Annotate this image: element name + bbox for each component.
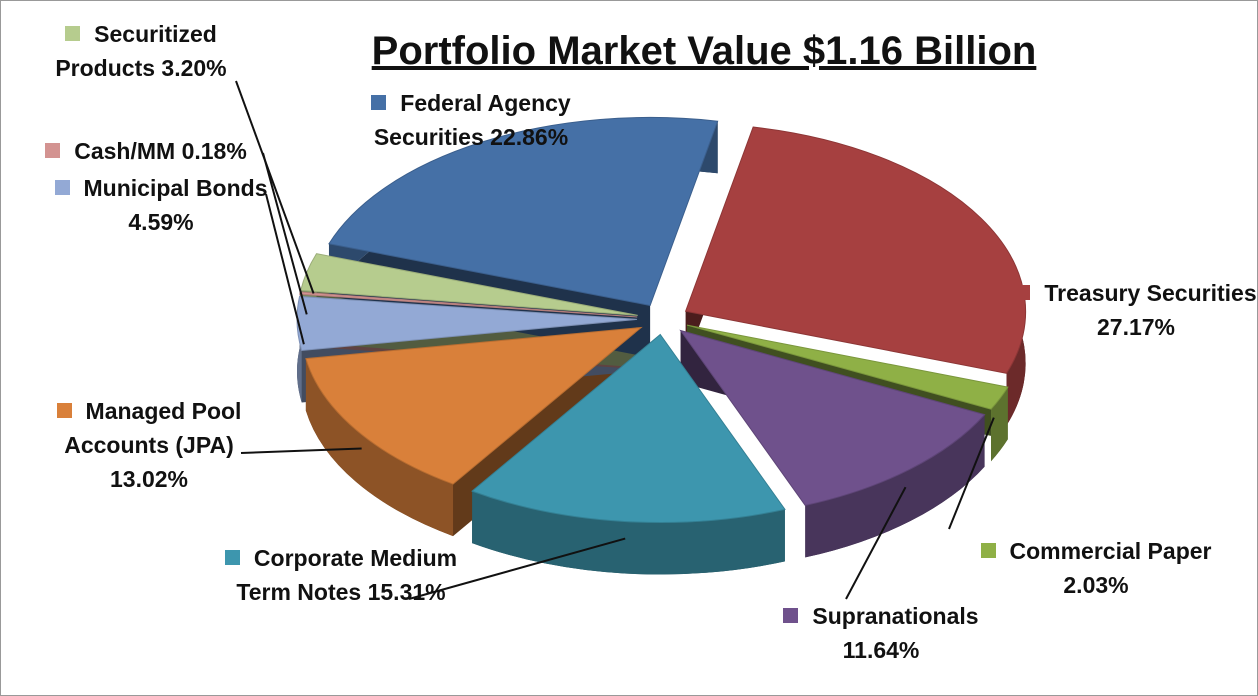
data-label: Supranationals 11.64%	[761, 599, 1001, 667]
leader-line	[948, 417, 995, 530]
category-label: Cash/MM	[74, 138, 176, 164]
category-label: Corporate Medium Term Notes	[236, 545, 458, 605]
slice	[305, 326, 643, 485]
value-label: 15.31%	[367, 579, 446, 605]
slice	[328, 116, 719, 307]
category-label: Treasury Securities	[1044, 280, 1257, 306]
category-label: Municipal Bonds	[83, 175, 268, 201]
chart-title: Portfolio Market Value $1.16 Billion	[371, 29, 1037, 73]
value-label: 0.18%	[181, 138, 247, 164]
data-label: Treasury Securities 27.17%	[1011, 276, 1257, 344]
slice-side	[305, 358, 454, 537]
legend-swatch	[783, 608, 799, 623]
value-label: 22.86%	[490, 124, 569, 150]
leader-line	[235, 80, 315, 294]
slice	[679, 329, 986, 506]
leader-line	[408, 537, 626, 600]
data-label: Securitized Products 3.20%	[36, 17, 246, 85]
data-label: Cash/MM 0.18%	[21, 134, 271, 168]
data-label: Managed Pool Accounts (JPA) 13.02%	[44, 394, 254, 496]
slice-side	[991, 387, 1008, 462]
data-label: Municipal Bonds 4.59%	[41, 171, 281, 239]
category-label: Supranationals	[812, 603, 979, 629]
data-label: Federal Agency Securities 22.86%	[346, 86, 596, 154]
leader-line	[262, 152, 308, 315]
value-label: 11.64%	[842, 637, 920, 663]
value-label: 4.59%	[128, 209, 194, 235]
data-label: Commercial Paper 2.03%	[966, 534, 1226, 602]
slice	[686, 324, 1009, 410]
slice	[684, 126, 1027, 374]
legend-swatch	[45, 143, 61, 158]
legend-swatch	[224, 550, 240, 565]
leader-line	[265, 193, 305, 345]
value-label: 13.02%	[109, 466, 188, 492]
data-label: Corporate Medium Term Notes 15.31%	[196, 541, 486, 609]
leader-line	[845, 486, 907, 600]
value-label: 27.17%	[1096, 314, 1175, 340]
legend-swatch	[1015, 285, 1031, 300]
value-label: 2.03%	[1063, 572, 1129, 598]
category-label: Commercial Paper	[1009, 538, 1212, 564]
leader-line	[240, 447, 362, 454]
legend-swatch	[54, 180, 70, 195]
slice	[471, 333, 786, 523]
legend-swatch	[65, 26, 81, 41]
legend-swatch	[980, 543, 996, 558]
value-label: 3.20%	[161, 55, 227, 81]
category-label: Securitized Products	[55, 21, 217, 81]
category-label: Federal Agency Securities	[373, 90, 571, 150]
slice-side	[472, 491, 785, 575]
slice-side	[805, 414, 985, 558]
legend-swatch	[371, 95, 387, 110]
category-label: Managed Pool Accounts (JPA)	[64, 398, 242, 458]
legend-swatch	[56, 403, 72, 418]
slice	[296, 295, 638, 352]
